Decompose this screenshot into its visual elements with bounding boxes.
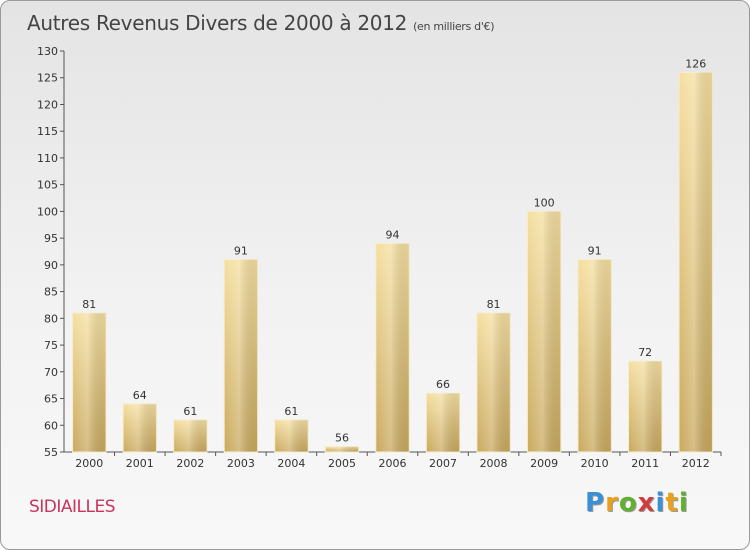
bar-shine — [72, 312, 106, 452]
logo-letter: x — [637, 488, 656, 518]
y-tick-label: 85 — [44, 286, 58, 299]
bar-shine — [527, 211, 561, 452]
axes: 55 60 65 70 75 80 85 90 95 100 105 110 115 120 125 130 2… — [37, 45, 722, 470]
bar-value-label: 81 — [82, 298, 96, 311]
y-tick-label: 130 — [37, 45, 58, 58]
commune-name: SIDIAILLES — [29, 497, 116, 517]
x-tick-label: 2003 — [227, 457, 255, 470]
y-tick-label: 125 — [37, 72, 58, 85]
x-tick-label: 2001 — [126, 457, 154, 470]
chart-title: Autres Revenus Divers de 2000 à 2012 (en … — [27, 11, 495, 35]
bar-value-label: 94 — [386, 228, 400, 241]
chart-unit: (en milliers d'€) — [413, 20, 495, 33]
y-tick-label: 110 — [37, 152, 58, 165]
bar-shine — [679, 72, 713, 453]
bar-value-label: 72 — [638, 346, 652, 359]
x-tick-label: 2007 — [429, 457, 457, 470]
bar-shine — [123, 403, 157, 452]
bar-value-label: 126 — [685, 57, 706, 70]
x-tick-label: 2006 — [379, 457, 407, 470]
x-tick-label: 2004 — [277, 457, 305, 470]
bar-shine — [274, 419, 309, 452]
bar-shine — [426, 393, 460, 452]
x-tick-label: 2008 — [480, 457, 508, 470]
bar-shine — [476, 312, 511, 452]
bar-value-label: 61 — [284, 405, 298, 418]
bar-value-label: 100 — [534, 196, 555, 209]
y-tick-label: 65 — [44, 393, 58, 406]
y-tick-label: 70 — [44, 366, 58, 379]
bar-value-label: 61 — [183, 405, 197, 418]
bar-value-label: 56 — [335, 432, 349, 445]
bar-value-label: 91 — [588, 245, 602, 258]
data-labels: 81 64 61 91 61 56 94 66 81 100 91 72 126 — [82, 57, 706, 444]
bar-value-label: 66 — [436, 378, 450, 391]
bar-shine — [325, 446, 359, 452]
proxiti-logo: Proxiti — [585, 488, 689, 518]
logo-letter: i — [678, 488, 689, 518]
y-tick-label: 75 — [44, 339, 58, 352]
x-tick-label: 2002 — [176, 457, 204, 470]
bar-value-label: 64 — [133, 389, 147, 402]
y-tick-label: 55 — [44, 446, 58, 459]
bar-shine — [628, 361, 662, 452]
bar-value-label: 91 — [234, 245, 248, 258]
bar-shine — [577, 259, 612, 452]
y-tick-label: 60 — [44, 419, 58, 432]
logo-letter: o — [618, 488, 638, 518]
bar-shine — [375, 243, 410, 452]
logo-letter: P — [585, 488, 606, 518]
bars — [72, 71, 713, 453]
bar-shine — [224, 259, 258, 452]
bar-value-label: 81 — [487, 298, 501, 311]
y-tick-label: 115 — [37, 125, 58, 138]
y-tick-label: 95 — [44, 232, 58, 245]
y-tick-label: 90 — [44, 259, 58, 272]
x-tick-label: 2011 — [631, 457, 659, 470]
bar-shine — [173, 419, 208, 452]
y-tick-label: 100 — [37, 205, 58, 218]
y-tick-label: 120 — [37, 98, 58, 111]
chart-title-text: Autres Revenus Divers de 2000 à 2012 — [27, 11, 408, 35]
x-tick-label: 2000 — [75, 457, 103, 470]
x-tick-label: 2010 — [581, 457, 609, 470]
y-tick-label: 80 — [44, 312, 58, 325]
logo-letter: t — [665, 488, 679, 518]
y-tick-label: 105 — [37, 179, 58, 192]
x-tick-label: 2009 — [530, 457, 558, 470]
logo-letter: r — [605, 488, 619, 518]
logo-letter: i — [655, 488, 666, 518]
x-tick-label: 2005 — [328, 457, 356, 470]
x-tick-label: 2012 — [682, 457, 710, 470]
